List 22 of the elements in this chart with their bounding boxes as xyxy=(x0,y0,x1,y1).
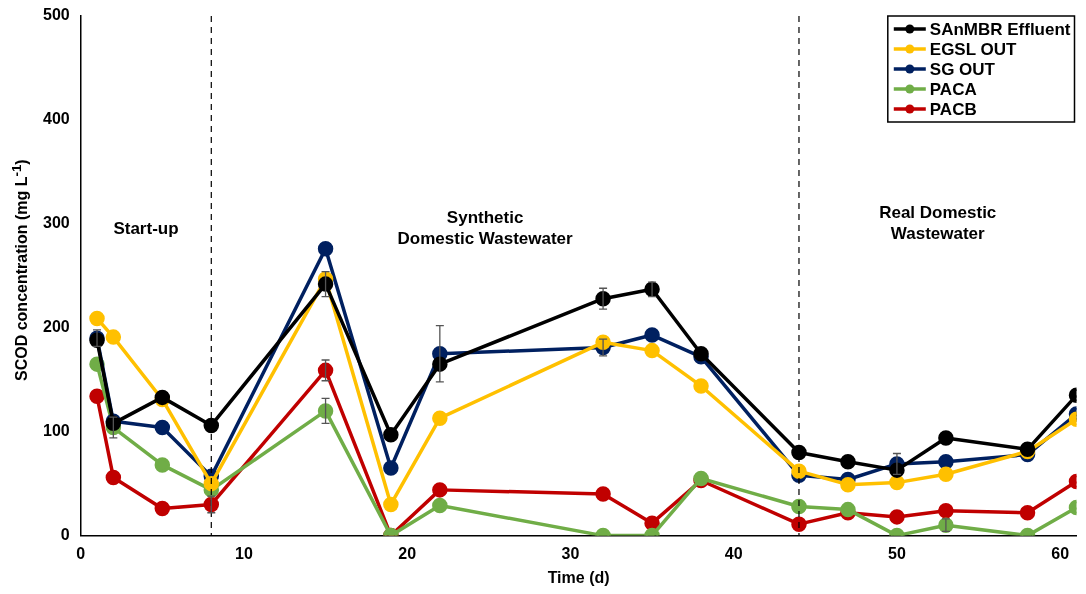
x-tick-label: 60 xyxy=(1051,544,1070,562)
y-tick-label: 400 xyxy=(42,110,70,128)
x-tick-label: 0 xyxy=(76,544,86,562)
y-tick-label: 300 xyxy=(42,214,70,232)
x-tick-label: 40 xyxy=(724,544,743,562)
x-tick-label: 10 xyxy=(235,544,253,562)
legend-label: SG OUT xyxy=(929,59,996,79)
x-tick-label: 30 xyxy=(561,544,580,562)
x-axis-title: Time (d) xyxy=(547,568,610,586)
annotation: Real Domestic Wastewater xyxy=(879,203,997,244)
annotation: Start-up xyxy=(113,218,179,238)
x-tick-label: 50 xyxy=(888,544,906,562)
legend-label: PACA xyxy=(929,79,977,99)
y-tick-label: 200 xyxy=(42,318,70,336)
legend-label: PACB xyxy=(929,99,977,119)
x-tick-label: 20 xyxy=(398,544,417,562)
y-tick-label: 0 xyxy=(60,526,70,544)
annotation: Synthetic Domestic Wastewater xyxy=(397,208,574,249)
legend-label: SAnMBR Effluent xyxy=(929,19,1071,39)
y-tick-label: 100 xyxy=(42,422,70,440)
legend-label: EGSL OUT xyxy=(929,39,1017,59)
y-tick-label: 500 xyxy=(42,6,70,24)
